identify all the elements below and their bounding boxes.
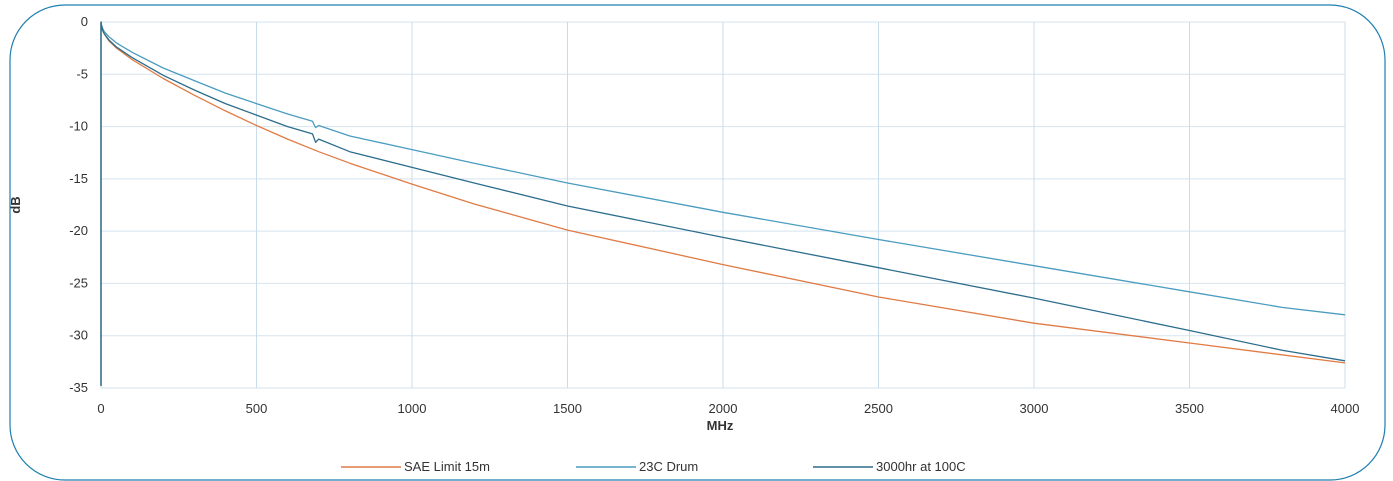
series-lines — [100, 21, 1346, 386]
y-tick-label: -35 — [69, 380, 88, 395]
x-tick-label: 1500 — [553, 401, 582, 416]
y-tick-label: -20 — [69, 223, 88, 238]
x-tick-label: 1000 — [398, 401, 427, 416]
x-tick-label: 2500 — [864, 401, 893, 416]
x-tick-label: 500 — [246, 401, 268, 416]
x-axis-title: MHz — [707, 418, 734, 433]
legend: SAE Limit 15m 23C Drum 3000hr at 100C — [341, 459, 966, 474]
series-line-2 — [100, 21, 1346, 386]
x-tick-label: 4000 — [1331, 401, 1360, 416]
x-tick-label: 2000 — [709, 401, 738, 416]
y-axis-title: dB — [8, 196, 23, 213]
y-tick-label: -25 — [69, 275, 88, 290]
legend-label: 23C Drum — [639, 459, 698, 474]
y-tick-label: -5 — [76, 66, 88, 81]
y-tick-label: -30 — [69, 328, 88, 343]
chart-frame — [9, 4, 1386, 481]
y-tick-label: 0 — [81, 14, 88, 29]
series-line-1 — [100, 21, 1346, 386]
tick-labels: 0 -5 -10 -15 -20 -25 -30 -35 0 500 1000 1500 2000 250… — [69, 14, 1359, 416]
y-tick-label: -15 — [69, 171, 88, 186]
legend-label: 3000hr at 100C — [876, 459, 966, 474]
legend-label: SAE Limit 15m — [404, 459, 490, 474]
x-tick-label: 0 — [97, 401, 104, 416]
x-tick-label: 3500 — [1175, 401, 1204, 416]
x-tick-label: 3000 — [1020, 401, 1049, 416]
y-tick-label: -10 — [69, 119, 88, 134]
